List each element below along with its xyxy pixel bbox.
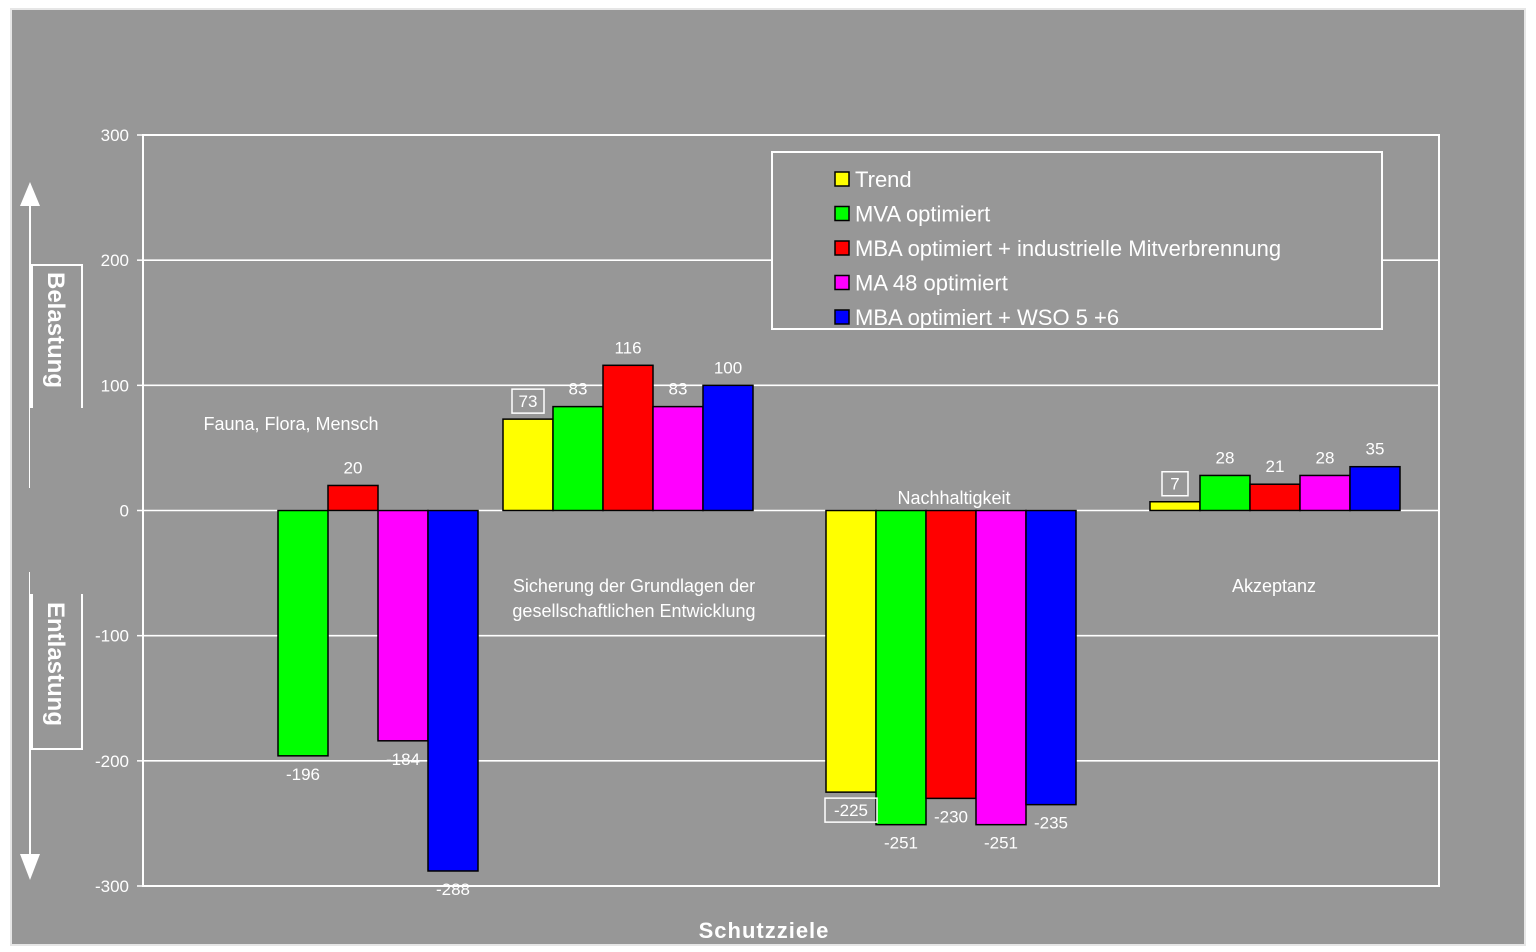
data-label-1-2: -251 (884, 834, 918, 853)
legend-label-4: MBA optimiert + WSO 5 +6 (855, 305, 1119, 330)
bar-4-2 (1025, 509, 1077, 806)
legend-swatch-0 (834, 171, 850, 187)
y-tick-label: 0 (120, 502, 129, 521)
data-label-4-2: -235 (1034, 814, 1068, 833)
label-gap-mask (30, 408, 84, 594)
bar-1-1 (552, 405, 604, 512)
legend-box (771, 151, 1383, 330)
data-label-box (511, 388, 545, 414)
category-label-1: gesellschaftlichen Entwicklung (512, 601, 755, 621)
bar-4-1 (702, 384, 754, 512)
data-label-4-3: 35 (1366, 440, 1385, 459)
bar-2-2 (925, 509, 977, 800)
bar-2-0 (327, 484, 379, 512)
category-label-3: Akzeptanz (1232, 576, 1316, 596)
y-tick-label: -200 (95, 752, 129, 771)
bar-0-1 (502, 418, 554, 512)
load-relief-annotation: Belastung Entlastung (20, 182, 84, 880)
data-label-2-2: -230 (934, 807, 968, 826)
down-arrow-icon (20, 854, 40, 880)
data-label-0-2: -225 (834, 801, 868, 820)
belastung-label: Belastung (42, 272, 69, 388)
bar-3-0 (377, 509, 429, 742)
data-label-0-1: 73 (519, 392, 538, 411)
data-label-2-3: 21 (1266, 457, 1285, 476)
bar-1-3 (1199, 474, 1251, 512)
legend-label-0: Trend (855, 167, 912, 192)
legend-label-2: MBA optimiert + industrielle Mitverbrenn… (855, 236, 1281, 261)
bar-1-0 (277, 509, 329, 757)
category-label-0: Fauna, Flora, Mensch (203, 414, 378, 434)
legend: Trend MVA optimiert MBA optimiert + indust… (771, 151, 1383, 330)
legend-swatch-1 (834, 205, 850, 222)
chart-frame: 300 200 100 0 -100 -200 -300 73 -225 7 -196 83 -251… (10, 8, 1526, 946)
chart-svg: 300 200 100 0 -100 -200 -300 73 -225 7 -196 83 -251… (20, 126, 1440, 943)
bar-2-3 (1249, 483, 1301, 512)
entlastung-label: Entlastung (42, 602, 69, 726)
legend-label-1: MVA optimiert (855, 202, 990, 227)
y-tick-label: 300 (101, 126, 129, 145)
data-label-0-3: 7 (1170, 475, 1179, 494)
legend-label-3: MA 48 optimiert (855, 271, 1008, 296)
bar-1-2 (875, 509, 927, 826)
data-label-1-1: 83 (569, 380, 588, 399)
data-label-2-0: 20 (344, 458, 363, 477)
legend-swatch-2 (834, 240, 850, 256)
data-label-3-1: 83 (669, 380, 688, 399)
category-label-2: Nachhaltigkeit (897, 488, 1010, 508)
category-label-1: Sicherung der Grundlagen der (513, 576, 755, 596)
bar-3-2 (975, 509, 1027, 826)
data-label-2-1: 116 (614, 338, 641, 357)
data-label-4-1: 100 (714, 358, 742, 377)
legend-swatch-3 (834, 274, 850, 291)
bar-4-0 (427, 509, 479, 872)
bar-3-3 (1299, 474, 1351, 512)
legend-swatch-4 (834, 309, 850, 325)
data-label-1-0: -196 (286, 765, 320, 784)
y-tick-label: -100 (95, 627, 129, 646)
data-label-3-0: -184 (386, 750, 420, 769)
x-axis-title: Schutzziele (699, 918, 830, 943)
data-label-1-3: 28 (1216, 448, 1235, 467)
y-tick-label: 200 (101, 251, 129, 270)
data-label-4-0: -288 (436, 880, 470, 899)
bar-2-1 (602, 364, 654, 512)
bar-0-2 (825, 509, 877, 793)
y-tick-label: -300 (95, 877, 129, 896)
y-tick-label: 100 (101, 376, 129, 395)
bar-0-3 (1149, 500, 1201, 512)
bar-4-3 (1349, 465, 1401, 512)
data-label-3-3: 28 (1316, 448, 1335, 467)
data-label-box (824, 797, 878, 823)
bar-3-1 (652, 405, 704, 512)
up-arrow-icon (20, 182, 40, 206)
data-label-box (1161, 470, 1189, 497)
data-label-3-2: -251 (984, 834, 1018, 853)
